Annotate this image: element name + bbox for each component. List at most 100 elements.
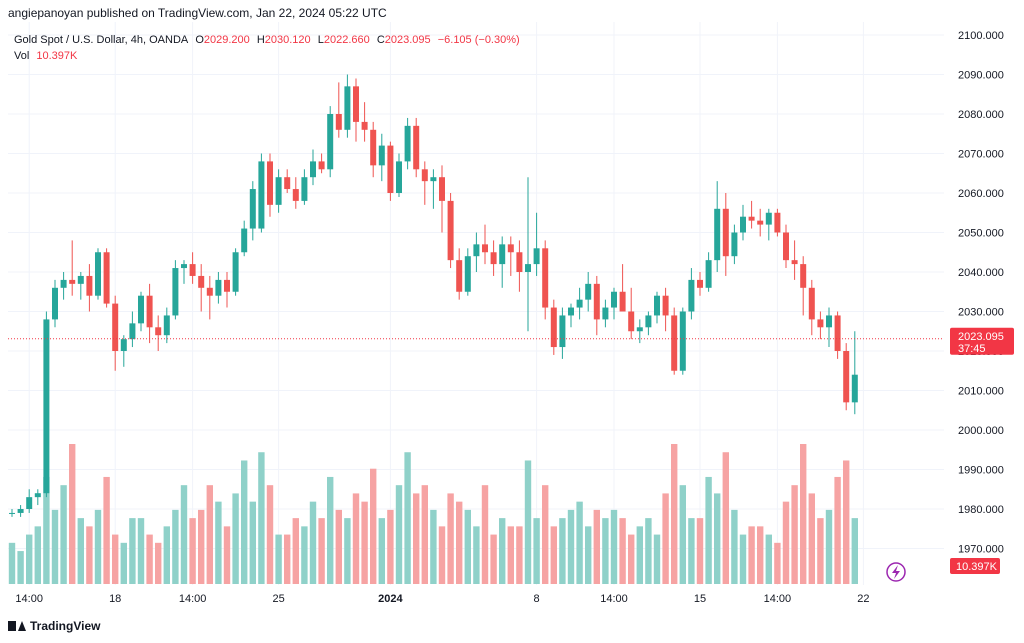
candle-body <box>181 264 187 269</box>
volume-bar <box>516 526 523 584</box>
volume-bar <box>155 542 162 584</box>
volume-bar <box>60 485 67 584</box>
y-tick-label: 2030.000 <box>958 307 1004 319</box>
publish-header: angiepanoyan published on TradingView.co… <box>8 6 387 20</box>
candle-body <box>52 287 58 320</box>
brand-footer[interactable]: TradingView <box>8 619 100 633</box>
volume-bar <box>352 493 360 584</box>
volume-bar <box>413 493 420 584</box>
y-tick-label: 1990.000 <box>958 465 1004 477</box>
volume-bar <box>284 534 291 584</box>
volume-bar <box>645 518 652 584</box>
y-tick-label: 1970.000 <box>958 544 1004 556</box>
countdown-label: 37:45 <box>958 343 986 355</box>
volume-bar <box>172 509 179 584</box>
volume-bar <box>825 509 833 584</box>
volume-bar <box>696 518 704 584</box>
candle-body <box>439 177 445 201</box>
volume-bar <box>395 485 403 584</box>
candle-body <box>396 161 402 193</box>
candle-body <box>662 295 669 316</box>
candle-body <box>722 208 729 257</box>
candle-body <box>327 114 334 170</box>
volume-bar <box>327 476 334 584</box>
candle-body <box>525 264 531 272</box>
x-tick-label: 14:00 <box>600 593 628 605</box>
volume-bar <box>215 501 222 584</box>
candle-body <box>95 252 101 296</box>
volume-bar <box>791 485 798 584</box>
candle-body <box>671 315 678 371</box>
volume-bar <box>137 518 145 584</box>
volume-bar <box>464 509 471 584</box>
x-tick-label: 18 <box>109 593 121 605</box>
candle-body <box>636 327 643 332</box>
volume-bar <box>524 460 532 584</box>
candle-body <box>258 161 265 229</box>
candle-body <box>585 283 592 300</box>
chart-legend: Gold Spot / U.S. Dollar, 4h, OANDA O2029… <box>14 32 520 64</box>
volume-bar <box>206 485 213 584</box>
volume-bar <box>533 518 540 584</box>
volume-bar <box>8 542 16 584</box>
candle-body <box>800 264 807 288</box>
y-tick-label: 2010.000 <box>958 386 1004 398</box>
candle-body <box>69 279 76 284</box>
volume-bar <box>567 509 575 584</box>
candle-body <box>602 307 609 320</box>
volume-bar <box>851 518 858 584</box>
candle-body <box>284 177 291 190</box>
volume-bar <box>198 509 205 584</box>
volume-bar <box>628 534 635 584</box>
x-tick-label: 8 <box>534 593 540 605</box>
candle-body <box>611 291 617 308</box>
volume-bar <box>782 501 790 584</box>
volume-bar <box>344 518 351 584</box>
candle-body <box>697 279 703 288</box>
close-label: C <box>376 34 385 46</box>
candle-body <box>851 374 858 403</box>
candle-body <box>765 212 772 225</box>
candle-body <box>344 86 351 130</box>
candle-body <box>378 145 385 166</box>
candle-body <box>490 252 497 265</box>
volume-bar <box>800 444 807 584</box>
candle-body <box>791 260 798 265</box>
candle-body <box>688 279 695 312</box>
candle-body <box>103 252 110 304</box>
volume-bar <box>430 509 437 584</box>
y-tick-label: 2080.000 <box>958 109 1004 121</box>
volume-bar <box>662 493 669 584</box>
volume-bar <box>550 526 557 584</box>
volume-bar <box>51 509 59 584</box>
candle-body <box>26 497 33 509</box>
volume-bar <box>757 526 764 584</box>
candle-body <box>533 248 540 265</box>
volume-bar <box>671 444 678 584</box>
candle-body <box>249 189 256 229</box>
high-label: H <box>256 34 265 46</box>
volume-bar <box>731 509 738 584</box>
x-tick-label: 25 <box>272 593 284 605</box>
candle-body <box>740 216 746 233</box>
candle-body <box>335 114 342 130</box>
candle-body <box>559 315 566 348</box>
candle-body <box>421 169 428 182</box>
candle-body <box>387 145 394 193</box>
volume-bar <box>507 526 514 584</box>
candle-body <box>542 248 549 308</box>
candle-body <box>241 228 248 253</box>
candle-body <box>198 275 205 288</box>
volume-bar <box>774 542 781 584</box>
low-label: L <box>317 34 324 46</box>
symbol-label[interactable]: Gold Spot / U.S. Dollar, 4h, OANDA <box>14 34 189 46</box>
volume-bar <box>576 501 583 584</box>
candle-body <box>404 125 411 162</box>
volume-bar <box>722 452 729 584</box>
volume-bar <box>619 518 626 584</box>
volume-bar <box>103 476 110 584</box>
candle-body <box>370 129 377 166</box>
candle-body <box>292 189 299 201</box>
candle-body <box>163 315 170 336</box>
